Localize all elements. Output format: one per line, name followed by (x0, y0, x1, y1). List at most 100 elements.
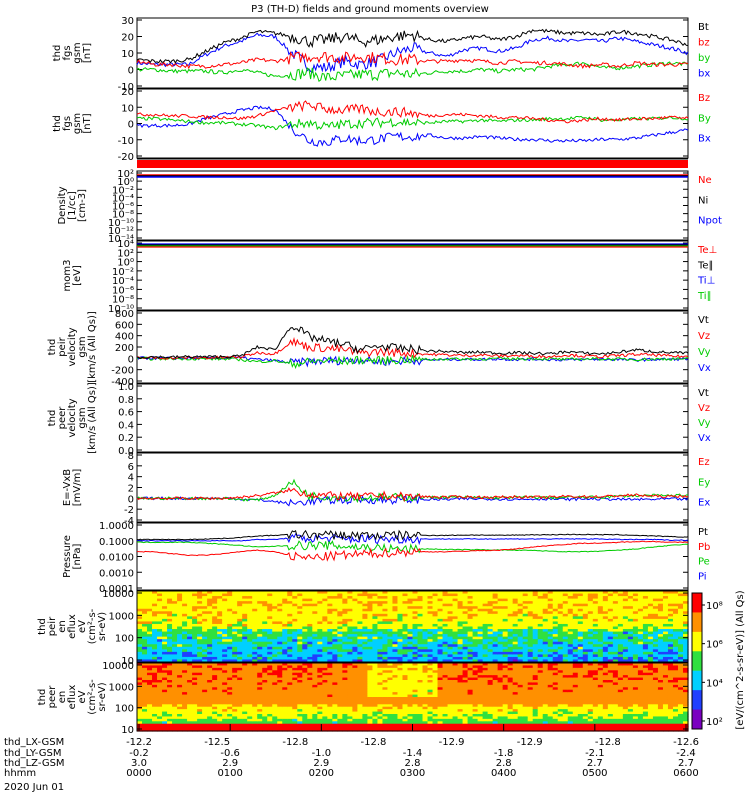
spectrogram-cell (557, 631, 564, 635)
spectrogram-cell (217, 654, 223, 658)
spectrogram-cell (272, 618, 278, 623)
spectrogram-cell (422, 639, 429, 643)
spectrogram-cell (172, 593, 178, 597)
spectrogram-cell (282, 636, 288, 640)
spectrogram-cell (317, 711, 323, 715)
spectrogram-cell (327, 641, 333, 645)
spectrogram-cell (202, 621, 208, 625)
spectrogram-cell (417, 706, 424, 710)
spectrogram-cell (372, 608, 379, 612)
spectrogram-cell (172, 651, 178, 655)
spectrogram-cell (672, 596, 679, 600)
spectrogram-cell (427, 608, 434, 612)
spectrogram-cell (652, 596, 659, 600)
spectrogram-cell (562, 606, 569, 610)
spectrogram-cell (342, 636, 348, 640)
spectrogram-cell (412, 694, 419, 698)
spectrogram-cell (407, 699, 414, 703)
spectrogram-cell (337, 608, 343, 612)
spectrogram-cell (327, 723, 333, 727)
spectrogram-cell (247, 692, 253, 696)
spectrogram-cell (302, 728, 308, 732)
spectrogram-cell (322, 634, 328, 638)
spectrogram-cell (627, 659, 634, 663)
spectrogram-cell (417, 667, 424, 671)
spectrogram-cell (457, 656, 464, 661)
spectrogram-cell (287, 618, 293, 623)
spectrogram-cell (482, 641, 489, 645)
spectrogram-cell (617, 644, 624, 648)
spectrogram-cell (312, 697, 318, 701)
spectrogram-cell (672, 656, 679, 661)
spectrogram-cell (217, 684, 223, 688)
spectrogram-cell (382, 606, 389, 610)
spectrogram-cell (192, 621, 198, 625)
spectrogram-cell (277, 723, 283, 727)
spectrogram-cell (322, 639, 328, 643)
spectrogram-cell (377, 618, 384, 623)
spectrogram-cell (382, 641, 389, 645)
spectrogram-cell (417, 728, 424, 732)
spectrogram-cell (577, 608, 584, 612)
spectrogram-cell (137, 667, 143, 671)
spectrogram-cell (322, 611, 328, 615)
spectrogram-cell (387, 677, 394, 681)
spectrogram-cell (322, 593, 328, 597)
spectrogram-cell (477, 646, 484, 650)
spectrogram-cell (272, 608, 278, 612)
y-tick-label: 10⁻⁸ (112, 210, 134, 221)
spectrogram-cell (252, 651, 258, 655)
spectrogram-cell (207, 667, 213, 671)
spectrogram-cell (392, 721, 399, 725)
spectrogram-cell (367, 692, 374, 696)
spectrogram-cell (422, 709, 429, 713)
spectrogram-cell (452, 641, 459, 645)
spectrogram-cell (412, 692, 419, 696)
spectrogram-cell (277, 593, 283, 597)
spectrogram-cell (377, 699, 384, 703)
panel-frame (136, 310, 689, 384)
spectrogram-cell (242, 680, 248, 684)
spectrogram-cell (357, 613, 364, 617)
spectrogram-cell (272, 603, 278, 607)
spectrogram-cell (227, 649, 233, 653)
spectrogram-cell (512, 641, 519, 645)
spectrogram-cell (677, 639, 684, 643)
y-axis-label: [cm-3] (77, 189, 88, 222)
spectrogram-cell (242, 682, 248, 686)
spectrogram-cell (227, 601, 233, 605)
spectrogram-cell (347, 697, 353, 701)
spectrogram-cell (607, 626, 614, 630)
spectrogram-cell (577, 616, 584, 620)
spectrogram-cell (452, 611, 459, 615)
spectrogram-cell (352, 639, 358, 643)
spectrogram-cell (442, 631, 449, 635)
spectrogram-cell (332, 726, 338, 730)
spectrogram-cell (202, 677, 208, 681)
spectrogram-cell (282, 606, 288, 610)
spectrogram-cell (257, 618, 263, 623)
spectrogram-cell (642, 649, 649, 653)
spectrogram-cell (412, 723, 419, 727)
spectrogram-cell (647, 591, 654, 595)
spectrogram-cell (662, 603, 669, 607)
spectrogram-cell (382, 711, 389, 715)
spectrogram-cell (427, 649, 434, 653)
spectrogram-cell (162, 706, 168, 710)
spectrogram-cell (222, 618, 228, 623)
spectrogram-cell (342, 677, 348, 681)
spectrogram-cell (377, 667, 384, 671)
spectrogram-cell (187, 680, 193, 684)
spectrogram-cell (327, 684, 333, 688)
spectrogram-cell (262, 641, 268, 645)
spectrogram-cell (187, 656, 193, 661)
spectrogram-cell (487, 601, 494, 605)
spectrogram-cell (362, 639, 369, 643)
spectrogram-cell (217, 721, 223, 725)
spectrogram-cell (422, 621, 429, 625)
spectrogram-cell (557, 656, 564, 661)
spectrogram-cell (547, 603, 554, 607)
spectrogram-cell (352, 659, 358, 663)
spectrogram-cell (147, 670, 153, 674)
